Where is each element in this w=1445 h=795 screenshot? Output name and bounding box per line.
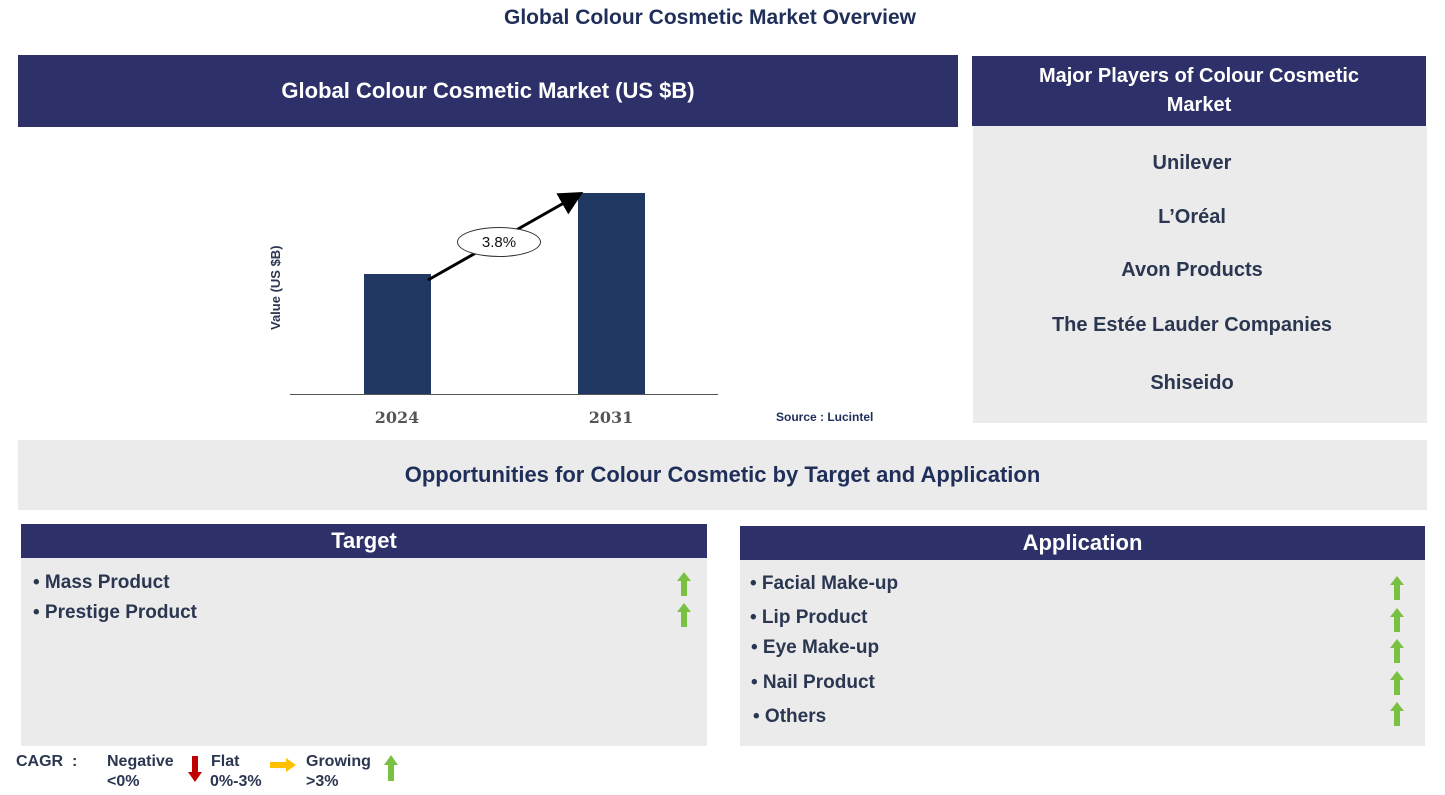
growing-arrow-icon bbox=[1390, 671, 1404, 695]
legend-flat-range: 0%-3% bbox=[210, 773, 262, 790]
growing-arrow-icon bbox=[677, 603, 691, 627]
x-axis-line bbox=[290, 394, 718, 395]
opportunities-banner: Opportunities for Colour Cosmetic by Tar… bbox=[18, 440, 1427, 510]
player-item: The Estée Lauder Companies bbox=[1051, 314, 1333, 336]
growing-arrow-icon bbox=[1390, 576, 1404, 600]
source-label: Source : Lucintel bbox=[776, 410, 874, 424]
target-panel: Target • Mass Product • Prestige Product bbox=[21, 524, 707, 746]
negative-arrow-icon bbox=[188, 756, 202, 782]
player-item: L’Oréal bbox=[1158, 206, 1226, 228]
application-header: Application bbox=[740, 526, 1425, 560]
target-header: Target bbox=[21, 524, 707, 558]
bar-2024 bbox=[364, 274, 431, 394]
application-panel: Application • Facial Make-up • Lip Produ… bbox=[740, 526, 1425, 746]
application-item: • Eye Make-up bbox=[751, 637, 880, 658]
application-item: • Others bbox=[753, 706, 827, 727]
legend-negative-label: Negative bbox=[107, 753, 174, 770]
bar-chart: Value (US $B) 3.8% 2024 2031 Source : Lu… bbox=[260, 180, 900, 440]
target-item: • Prestige Product bbox=[33, 602, 197, 623]
players-list: Unilever L’Oréal Avon Products The Estée… bbox=[973, 126, 1427, 423]
target-list: • Mass Product • Prestige Product bbox=[21, 558, 707, 746]
player-item: Unilever bbox=[1152, 152, 1232, 174]
chart-header: Global Colour Cosmetic Market (US $B) bbox=[18, 55, 958, 127]
bar-2031 bbox=[578, 193, 645, 394]
players-header: Major Players of Colour Cosmetic Market bbox=[972, 56, 1426, 126]
target-item: • Mass Product bbox=[33, 572, 170, 593]
cagr-bubble: 3.8% bbox=[457, 227, 541, 257]
legend-growing-label: Growing bbox=[306, 753, 371, 770]
application-list: • Facial Make-up • Lip Product • Eye Mak… bbox=[740, 560, 1425, 746]
application-item: • Nail Product bbox=[751, 672, 875, 693]
page-title: Global Colour Cosmetic Market Overview bbox=[504, 6, 916, 29]
growing-arrow-icon bbox=[1390, 608, 1404, 632]
legend-title: CAGR : bbox=[16, 753, 78, 770]
player-item: Avon Products bbox=[1121, 259, 1263, 281]
flat-arrow-icon bbox=[270, 758, 296, 772]
growing-arrow-icon bbox=[1390, 702, 1404, 726]
x-tick-2024: 2024 bbox=[374, 408, 420, 427]
x-tick-2031: 2031 bbox=[588, 408, 634, 427]
growing-arrow-icon bbox=[384, 755, 398, 781]
cagr-legend: CAGR : Negative <0% Flat 0%-3% Growing >… bbox=[16, 752, 436, 792]
application-item: • Lip Product bbox=[750, 607, 868, 628]
cagr-arrow-icon bbox=[427, 192, 584, 282]
legend-growing-range: >3% bbox=[306, 773, 339, 790]
player-item: Shiseido bbox=[1150, 372, 1234, 394]
legend-negative-range: <0% bbox=[107, 773, 140, 790]
growing-arrow-icon bbox=[1390, 639, 1404, 663]
application-item: • Facial Make-up bbox=[750, 573, 899, 594]
legend-flat-label: Flat bbox=[211, 753, 240, 770]
growing-arrow-icon bbox=[677, 572, 691, 596]
